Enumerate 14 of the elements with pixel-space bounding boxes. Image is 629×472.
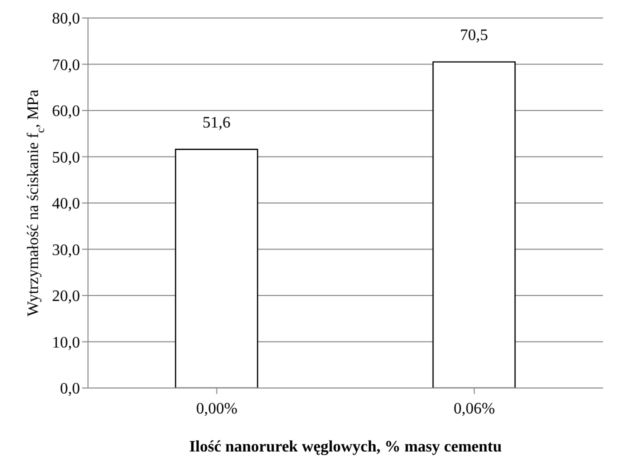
x-axis-title: Ilość nanorurek węglowych, % masy cementu — [189, 438, 502, 456]
y-tick-label: 30,0 — [52, 242, 80, 259]
data-label: 51,6 — [202, 114, 231, 132]
y-tick-label: 40,0 — [52, 196, 80, 213]
y-tick-label: 20,0 — [52, 288, 80, 306]
y-tick-label: 80,0 — [52, 10, 80, 28]
data-label: 70,5 — [460, 26, 488, 44]
x-tick-label: 0,06% — [454, 400, 495, 418]
y-tick-label: 0,0 — [60, 380, 80, 398]
y-tick-label: 50,0 — [52, 149, 80, 166]
y-tick-label: 10,0 — [52, 334, 80, 352]
y-tick-label: 60,0 — [52, 103, 80, 120]
x-tick-label: 0,00% — [196, 400, 238, 418]
y-tick-label: 70,0 — [52, 56, 80, 74]
